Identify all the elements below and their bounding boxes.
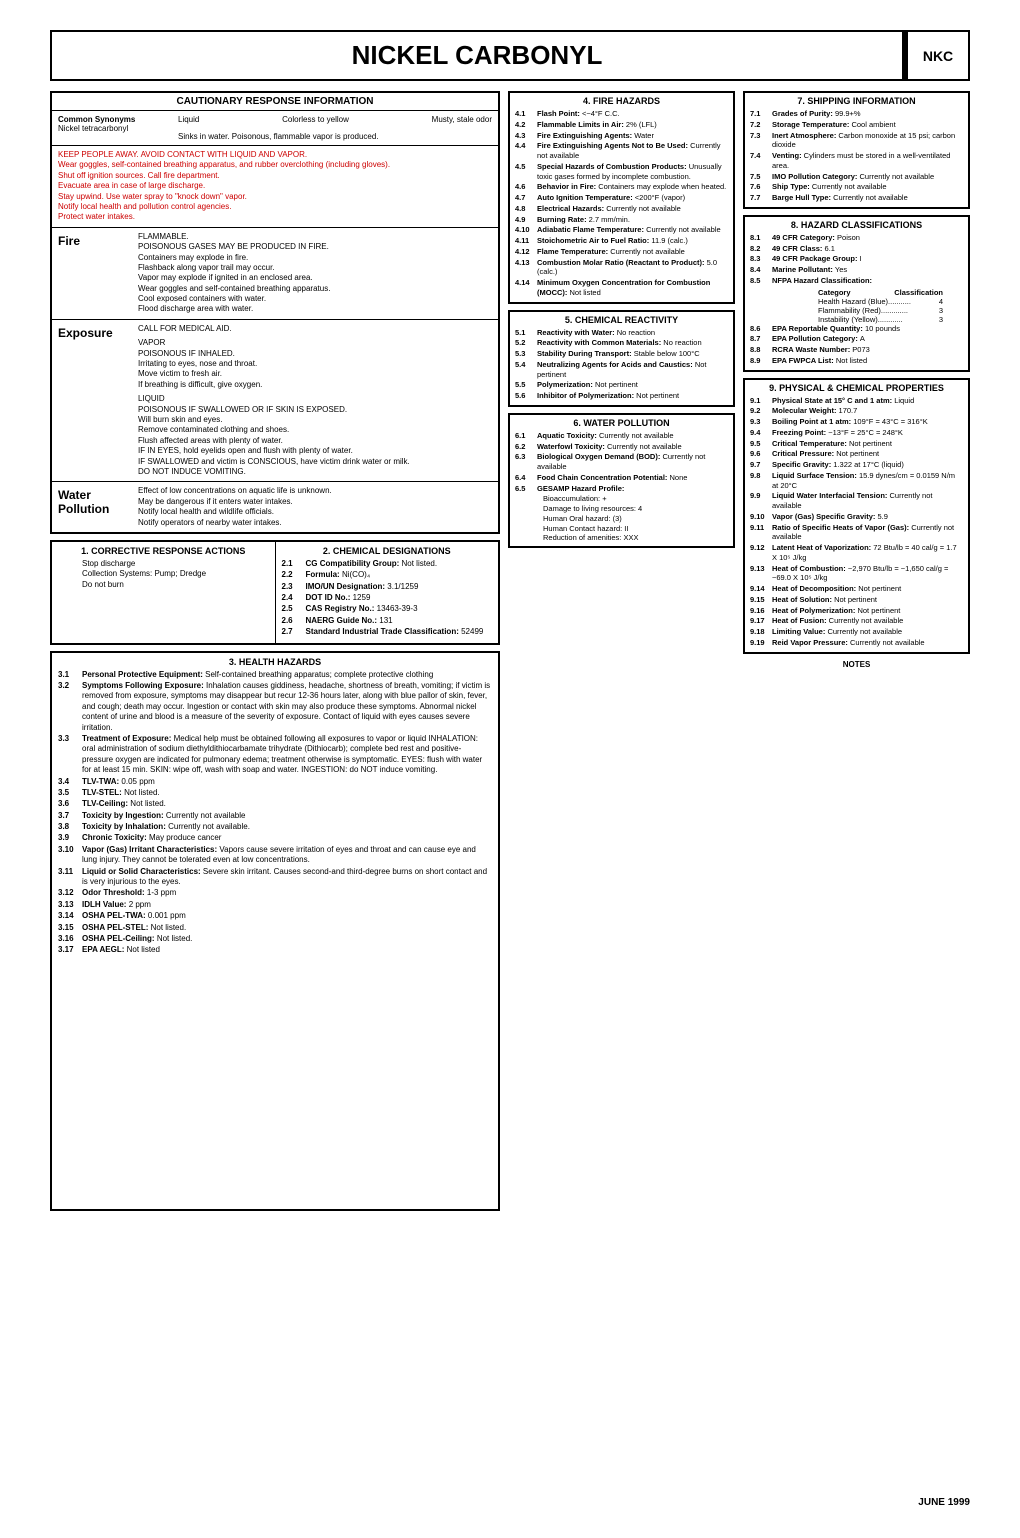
sec1-body: Stop dischargeCollection Systems: Pump; … [58, 559, 269, 590]
section-6: 6. WATER POLLUTION 6.1Aquatic Toxicity: … [508, 413, 735, 548]
fire-text: FLAMMABLE.POISONOUS GASES MAY BE PRODUCE… [132, 228, 498, 319]
sec3-body: 3.1Personal Protective Equipment: Self-c… [58, 670, 492, 956]
main-columns: CAUTIONARY RESPONSE INFORMATION Common S… [50, 91, 970, 1217]
right-column-a: 4. FIRE HAZARDS 4.1Flash Point: <−4°F C.… [508, 91, 735, 1217]
properties-block: Liquid Colorless to yellow Musty, stale … [178, 115, 492, 141]
cri-box: CAUTIONARY RESPONSE INFORMATION Common S… [50, 91, 500, 534]
footer-date: JUNE 1999 [50, 1497, 970, 1508]
water-text: Effect of low concentrations on aquatic … [132, 482, 498, 532]
sec7-body: 7.1Grades of Purity: 99.9+%7.2Storage Te… [750, 109, 963, 203]
gesamp-block: Bioaccumulation: +Damage to living resou… [515, 494, 728, 543]
odor: Musty, stale odor [432, 115, 492, 124]
synonyms-title: Common Synonyms [58, 115, 178, 124]
sec1-heading: 1. CORRECTIVE RESPONSE ACTIONS [58, 546, 269, 556]
nfpa-block: Category Classification Health Hazard (B… [750, 288, 963, 324]
exposure-row: Exposure CALL FOR MEDICAL AID. VAPORPOIS… [52, 320, 498, 482]
sec4-heading: 4. FIRE HAZARDS [515, 96, 728, 106]
water-label: Water Pollution [52, 482, 132, 532]
sec6-body: 6.1Aquatic Toxicity: Currently not avail… [515, 431, 728, 494]
fire-row: Fire FLAMMABLE.POISONOUS GASES MAY BE PR… [52, 228, 498, 320]
left-column: CAUTIONARY RESPONSE INFORMATION Common S… [50, 91, 500, 1217]
nfpa-cat-label: Category [818, 288, 851, 297]
section-3: 3. HEALTH HAZARDS 3.1Personal Protective… [52, 653, 498, 961]
sec8-body-a: 8.149 CFR Category: Poison8.249 CFR Clas… [750, 233, 963, 286]
nfpa-rows: Health Hazard (Blue)...........4Flammabi… [778, 297, 963, 324]
chemical-name: NICKEL CARBONYL [52, 32, 908, 79]
behavior: Sinks in water. Poisonous, flammable vap… [178, 132, 492, 141]
state: Liquid [178, 115, 199, 124]
section-9: 9. PHYSICAL & CHEMICAL PROPERTIES 9.1Phy… [743, 378, 970, 654]
section-4: 4. FIRE HAZARDS 4.1Flash Point: <−4°F C.… [508, 91, 735, 304]
exposure-pre: CALL FOR MEDICAL AID. [138, 324, 492, 334]
cri-header: Common Synonyms Nickel tetracarbonyl Liq… [52, 111, 498, 146]
property-row: Liquid Colorless to yellow Musty, stale … [178, 115, 492, 124]
sec8-heading: 8. HAZARD CLASSIFICATIONS [750, 220, 963, 230]
sec3-box: 3. HEALTH HAZARDS 3.1Personal Protective… [50, 651, 500, 1211]
color: Colorless to yellow [282, 115, 349, 124]
title-bar: NICKEL CARBONYL NKC [50, 30, 970, 81]
sec7-heading: 7. SHIPPING INFORMATION [750, 96, 963, 106]
sec9-heading: 9. PHYSICAL & CHEMICAL PROPERTIES [750, 383, 963, 393]
sec6-heading: 6. WATER POLLUTION [515, 418, 728, 428]
section-5: 5. CHEMICAL REACTIVITY 5.1Reactivity wit… [508, 310, 735, 407]
warning-block: KEEP PEOPLE AWAY. AVOID CONTACT WITH LIQ… [52, 146, 498, 228]
vapor-block: VAPORPOISONOUS IF INHALED.Irritating to … [138, 338, 492, 390]
section-2: 2. CHEMICAL DESIGNATIONS 2.1CG Compatibi… [276, 542, 499, 643]
sec9-body: 9.1Physical State at 15° C and 1 atm: Li… [750, 396, 963, 648]
sec12-box: 1. CORRECTIVE RESPONSE ACTIONS Stop disc… [50, 540, 500, 645]
page: NICKEL CARBONYL NKC CAUTIONARY RESPONSE … [50, 30, 970, 1508]
sec2-heading: 2. CHEMICAL DESIGNATIONS [282, 546, 493, 556]
chemical-code: NKC [908, 32, 968, 79]
sec5-heading: 5. CHEMICAL REACTIVITY [515, 315, 728, 325]
nfpa-header: Category Classification [778, 288, 963, 297]
sec5-body: 5.1Reactivity with Water: No reaction5.2… [515, 328, 728, 401]
right-column-b: 7. SHIPPING INFORMATION 7.1Grades of Pur… [743, 91, 970, 1217]
sec2-body: 2.1CG Compatibility Group: Not listed.2.… [282, 559, 493, 638]
section-7: 7. SHIPPING INFORMATION 7.1Grades of Pur… [743, 91, 970, 209]
fire-label: Fire [52, 228, 132, 319]
cri-heading: CAUTIONARY RESPONSE INFORMATION [52, 93, 498, 111]
sec4-body: 4.1Flash Point: <−4°F C.C.4.2Flammable L… [515, 109, 728, 298]
synonyms-text: Nickel tetracarbonyl [58, 124, 178, 133]
sec8-body-b: 8.6EPA Reportable Quantity: 10 pounds8.7… [750, 324, 963, 366]
water-row: Water Pollution Effect of low concentrat… [52, 482, 498, 532]
right-column: 4. FIRE HAZARDS 4.1Flash Point: <−4°F C.… [508, 91, 970, 1217]
exposure-text: CALL FOR MEDICAL AID. VAPORPOISONOUS IF … [132, 320, 498, 481]
exposure-label: Exposure [52, 320, 132, 481]
sec12-row: 1. CORRECTIVE RESPONSE ACTIONS Stop disc… [52, 542, 498, 643]
liquid-block: LIQUIDPOISONOUS IF SWALLOWED OR IF SKIN … [138, 394, 492, 477]
sec3-heading: 3. HEALTH HAZARDS [58, 657, 492, 667]
nfpa-class-label: Classification [894, 288, 943, 297]
notes-label: NOTES [743, 660, 970, 669]
synonyms-block: Common Synonyms Nickel tetracarbonyl [58, 115, 178, 141]
section-8: 8. HAZARD CLASSIFICATIONS 8.149 CFR Cate… [743, 215, 970, 372]
section-1: 1. CORRECTIVE RESPONSE ACTIONS Stop disc… [52, 542, 276, 643]
